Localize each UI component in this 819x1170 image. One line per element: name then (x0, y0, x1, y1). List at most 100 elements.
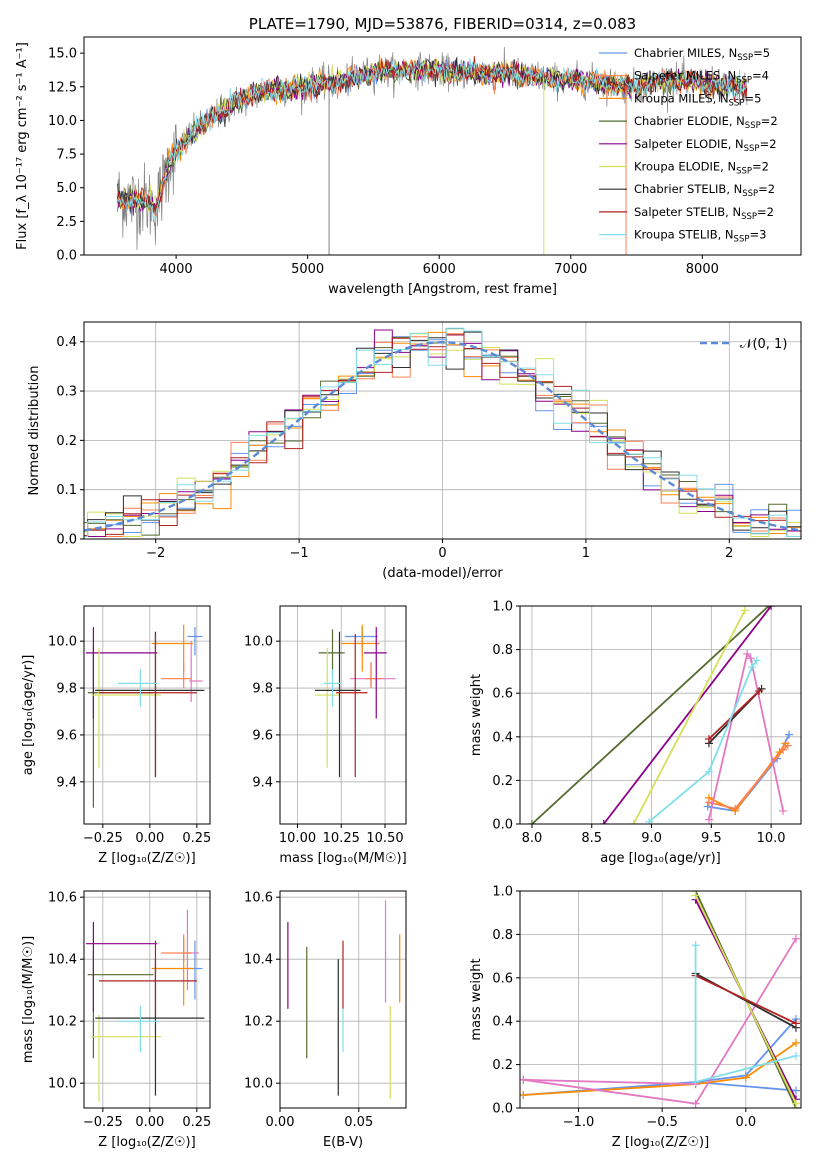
weight-marker (691, 891, 700, 900)
x-axis-label: Z [log₁₀(Z/Z☉)] (98, 1135, 195, 1150)
error-bar-point (187, 940, 203, 1000)
y-tick-label: 0.0 (56, 249, 77, 264)
residual-histogram (84, 336, 801, 537)
panel-weight_vs_Z: −1.0 −0.5 0.0 0.0 0.2 0.4 0.6 0.8 1.0 Z [log₁₀(Z/… (469, 885, 802, 1150)
weight-line (695, 974, 797, 1025)
weight-marker (791, 1019, 800, 1028)
x-tick-label: 1 (582, 546, 590, 561)
y-tick-label: 0.2 (56, 434, 77, 449)
x-tick-label: 10.0 (757, 831, 786, 846)
legend-label: 𝒩(0, 1) (740, 337, 787, 352)
y-tick-label: 0.0 (492, 1102, 513, 1117)
error-bar-point (117, 1005, 158, 1053)
x-axis-label: Z [log₁₀(Z/Z☉)] (612, 1135, 709, 1150)
y-tick-label: 10.0 (48, 114, 77, 129)
x-tick-label: 9.5 (701, 831, 722, 846)
plot-area (287, 900, 401, 1099)
weight-marker (527, 820, 536, 824)
error-bar-point (336, 634, 368, 778)
x-tick-label: 0.00 (135, 1115, 164, 1130)
x-tick-label: 2 (725, 546, 733, 561)
y-tick-label: 0.2 (492, 774, 513, 789)
panel-age_vs_Z: −0.25 0.00 0.25 9.4 9.6 9.8 10.0 Z [log₁₀(Z/Z☉)… (21, 605, 211, 866)
x-tick-label: 0 (438, 546, 446, 561)
y-tick-label: 9.8 (56, 682, 77, 697)
weight-line (632, 609, 746, 824)
weight-marker (691, 941, 700, 950)
panel-mass_vs_EBV: 0.00 0.05 10.0 10.2 10.4 10.6 E(B-V) (244, 890, 407, 1150)
weight-line (708, 742, 787, 813)
y-axis-label: mass [log₁₀(M/M☉)] (21, 936, 36, 1063)
weight-marker (791, 1086, 800, 1095)
chart-title: PLATE=1790, MJD=53876, FIBERID=0314, z=0… (249, 15, 636, 33)
panel-mass_vs_Z: −0.25 0.00 0.25 10.0 10.2 10.4 10.6 Z [log₁₀(Z/… (21, 890, 211, 1150)
x-tick-label: 5000 (291, 262, 324, 277)
error-bar-point (161, 934, 192, 963)
axes-frame (83, 890, 211, 1109)
x-tick-label: −0.25 (83, 831, 123, 846)
x-tick-label: 6000 (423, 262, 456, 277)
residual-histogram (84, 327, 801, 537)
plot-area (527, 606, 794, 824)
error-bar-point (117, 669, 158, 707)
legend-entry: Chabrier STELIB, NSSP=2 (599, 182, 775, 199)
axes-frame (279, 890, 407, 1109)
y-tick-label: 0.4 (56, 335, 77, 350)
residual-legend: 𝒩(0, 1) (700, 337, 787, 352)
y-tick-label: 10.0 (244, 635, 273, 650)
weight-marker (691, 1077, 700, 1086)
error-bar-point (350, 662, 396, 689)
y-tick-label: 10.6 (48, 891, 77, 906)
error-bar-point (91, 1015, 162, 1102)
x-axis-label: wavelength [Angstrom, rest frame] (328, 282, 557, 297)
y-tick-label: 10.4 (244, 953, 273, 968)
weight-line (708, 744, 789, 810)
y-tick-label: 0.6 (492, 687, 513, 702)
y-tick-label: 15.0 (48, 47, 77, 62)
plot-area (315, 624, 396, 778)
y-axis-label: mass weight (469, 674, 484, 756)
error-bar-point (365, 662, 382, 689)
legend-label: Kroupa STELIB, NSSP=3 (634, 228, 766, 245)
y-axis-label: mass weight (469, 958, 484, 1040)
axes-frame (83, 605, 211, 825)
x-axis-label: mass [log₁₀(M/M☉)] (279, 851, 406, 866)
x-tick-label: 8.5 (581, 831, 602, 846)
weight-marker (743, 649, 752, 658)
x-tick-label: 8000 (686, 262, 719, 277)
x-tick-label: −2 (146, 546, 165, 561)
legend-entry: Salpeter ELODIE, NSSP=2 (599, 137, 777, 154)
error-bar-point (315, 648, 340, 768)
plot-area (85, 909, 205, 1102)
x-tick-label: 10.00 (279, 831, 316, 846)
legend-entry: Chabrier ELODIE, NSSP=2 (599, 114, 778, 131)
weight-line (523, 1042, 797, 1096)
y-tick-label: 7.5 (56, 148, 77, 163)
weight-line (708, 690, 760, 740)
error-bar-point (87, 645, 154, 808)
x-tick-label: −1.0 (563, 1115, 595, 1130)
legend-entry: Salpeter MILES, NSSP=4 (599, 69, 769, 86)
weight-marker (704, 734, 713, 743)
y-tick-label: 0.8 (492, 928, 513, 943)
weight-marker (520, 1090, 528, 1099)
legend-label: Salpeter ELODIE, NSSP=2 (634, 137, 777, 154)
y-tick-label: 0.3 (56, 385, 77, 400)
y-tick-label: 10.6 (244, 891, 273, 906)
weight-marker (599, 820, 608, 824)
weight-marker (740, 606, 749, 615)
legend-label: Kroupa ELODIE, NSSP=2 (634, 160, 769, 177)
y-axis-label: Normed distribution (27, 366, 42, 496)
x-axis-label: (data-model)/error (382, 566, 503, 581)
weight-marker (704, 815, 713, 824)
x-tick-label: 0.25 (182, 831, 211, 846)
grid-lines (520, 605, 801, 825)
error-bar-point (99, 634, 197, 778)
x-tick-label: 8.0 (522, 831, 543, 846)
weight-line (531, 606, 770, 824)
error-bar-point (91, 648, 162, 768)
x-tick-label: 0.0 (735, 1115, 756, 1130)
y-tick-label: 10.0 (48, 1077, 77, 1092)
axes-frame (519, 605, 802, 825)
